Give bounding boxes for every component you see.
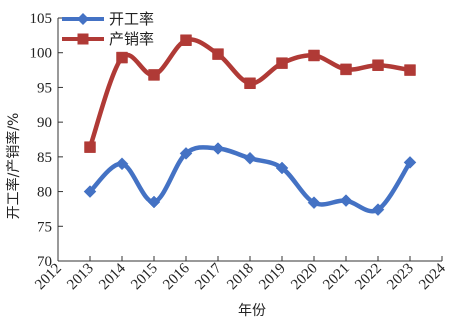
data-point-series-0-0 — [83, 185, 97, 198]
data-point-series-1-9 — [372, 59, 384, 71]
legend-label-series-1: 产销率 — [109, 30, 154, 48]
legend: 开工率 产销率 — [62, 10, 154, 48]
series-1 — [84, 34, 416, 153]
legend-item-series-1: 产销率 — [62, 30, 154, 48]
data-point-series-0-3 — [179, 147, 193, 160]
x-tick-label: 2016 — [160, 260, 193, 293]
x-tick-label: 2017 — [192, 260, 225, 293]
x-tick-label: 2019 — [256, 261, 289, 294]
y-tick-label: 80 — [37, 185, 52, 201]
x-axis-title: 年份 — [238, 303, 266, 319]
x-tick-label: 2023 — [384, 261, 417, 294]
y-tick-label: 85 — [37, 150, 52, 166]
series-0 — [83, 142, 417, 216]
y-tick-label: 75 — [37, 219, 52, 235]
data-point-series-1-5 — [244, 77, 256, 90]
x-axis-ticks: 2012 2013 2014 2015 2016 2017 2018 2019 2020 2021… — [32, 256, 449, 293]
y-axis-ticks: 70 75 80 85 90 95 100 105 — [30, 11, 63, 270]
data-point-series-1-1 — [116, 51, 128, 64]
x-tick-label: 2013 — [64, 261, 97, 294]
y-tick-label: 100 — [30, 46, 53, 62]
data-point-series-1-4 — [212, 48, 224, 60]
x-tick-label: 2015 — [128, 261, 161, 294]
y-tick-label: 105 — [30, 11, 53, 27]
legend-marker-series-1 — [77, 33, 89, 45]
y-tick-label: 90 — [37, 115, 52, 131]
y-tick-label: 95 — [37, 80, 52, 96]
data-point-series-1-8 — [340, 63, 352, 76]
data-point-series-0-4 — [211, 142, 225, 155]
data-point-series-0-7 — [307, 196, 321, 210]
data-point-series-1-0 — [84, 141, 96, 153]
data-point-series-1-3 — [180, 34, 192, 46]
data-point-series-0-2 — [147, 195, 161, 209]
data-point-series-0-9 — [371, 203, 385, 216]
y-axis-title: 开工率/产销率/% — [5, 113, 22, 220]
data-point-series-0-6 — [275, 161, 289, 175]
x-tick-label: 2018 — [224, 261, 257, 294]
data-point-series-1-2 — [148, 69, 160, 81]
data-point-series-0-5 — [243, 151, 257, 165]
x-tick-label: 2014 — [96, 260, 129, 293]
legend-item-series-0: 开工率 — [62, 10, 154, 28]
x-tick-label: 2021 — [320, 261, 353, 294]
data-point-series-1-6 — [276, 57, 288, 69]
x-tick-label: 2022 — [352, 261, 385, 294]
axes — [57, 18, 442, 262]
x-tick-label: 2020 — [288, 261, 321, 294]
data-point-series-0-1 — [115, 157, 129, 171]
data-point-series-0-10 — [403, 156, 417, 169]
data-point-series-1-10 — [404, 64, 416, 76]
y-tick-label: 70 — [37, 254, 52, 270]
legend-marker-series-0 — [77, 13, 89, 25]
data-point-series-1-7 — [308, 49, 320, 62]
legend-label-series-0: 开工率 — [109, 10, 154, 28]
data-point-series-0-8 — [339, 194, 353, 207]
series-layer — [83, 34, 417, 216]
series-line-1 — [87, 37, 413, 150]
x-tick-label: 2024 — [416, 260, 449, 293]
